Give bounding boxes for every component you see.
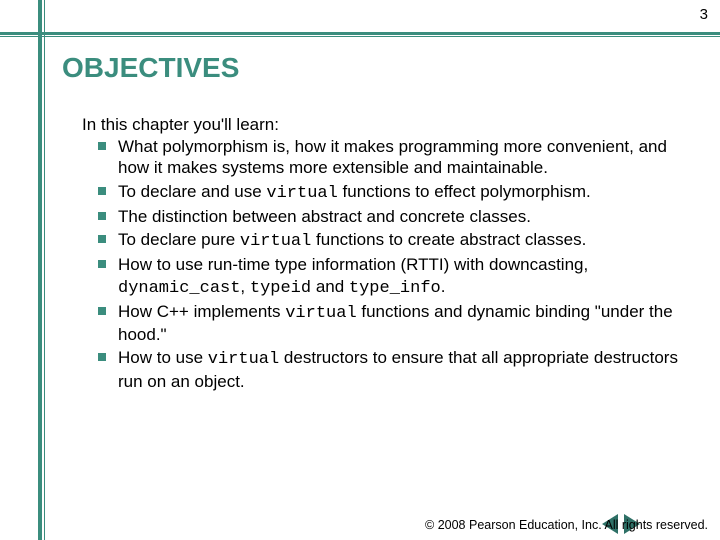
code-text: virtual (240, 232, 311, 251)
intro-text: In this chapter you'll learn: (82, 114, 279, 135)
vertical-rule-thick (38, 0, 42, 540)
list-item-text: To declare and use virtual functions to … (118, 182, 591, 201)
horizontal-rule-thin (0, 36, 720, 37)
list-item-text: The distinction between abstract and con… (118, 207, 531, 226)
list-item: To declare pure virtual functions to cre… (94, 229, 694, 252)
bullet-icon (98, 353, 106, 361)
bullet-icon (98, 142, 106, 150)
bullet-icon (98, 235, 106, 243)
code-text: virtual (266, 184, 337, 203)
list-item: How to use run-time type information (RT… (94, 254, 694, 299)
horizontal-rule-thick (0, 32, 720, 35)
code-text: typeid (250, 279, 311, 298)
list-item-text: What polymorphism is, how it makes progr… (118, 137, 667, 177)
list-item: To declare and use virtual functions to … (94, 181, 694, 204)
page-number: 3 (700, 6, 708, 23)
slide-title: OBJECTIVES (62, 52, 239, 84)
bullet-icon (98, 307, 106, 315)
objectives-list: What polymorphism is, how it makes progr… (94, 136, 694, 394)
list-item-text: To declare pure virtual functions to cre… (118, 230, 586, 249)
list-item: How to use virtual destructors to ensure… (94, 347, 694, 392)
list-item-text: How to use virtual destructors to ensure… (118, 348, 678, 390)
slide: 3 OBJECTIVES In this chapter you'll lear… (0, 0, 720, 540)
list-item: The distinction between abstract and con… (94, 206, 694, 227)
bullet-icon (98, 260, 106, 268)
code-text: virtual (208, 350, 279, 369)
list-item: What polymorphism is, how it makes progr… (94, 136, 694, 179)
copyright-footer: © 2008 Pearson Education, Inc. All right… (425, 518, 708, 532)
list-item: How C++ implements virtual functions and… (94, 301, 694, 346)
code-text: type_info (349, 279, 441, 298)
list-item-text: How to use run-time type information (RT… (118, 255, 588, 295)
list-item-text: How C++ implements virtual functions and… (118, 302, 673, 344)
code-text: dynamic_cast (118, 279, 240, 298)
bullet-icon (98, 187, 106, 195)
bullet-icon (98, 212, 106, 220)
vertical-rule-thin (44, 0, 45, 540)
code-text: virtual (285, 304, 356, 323)
